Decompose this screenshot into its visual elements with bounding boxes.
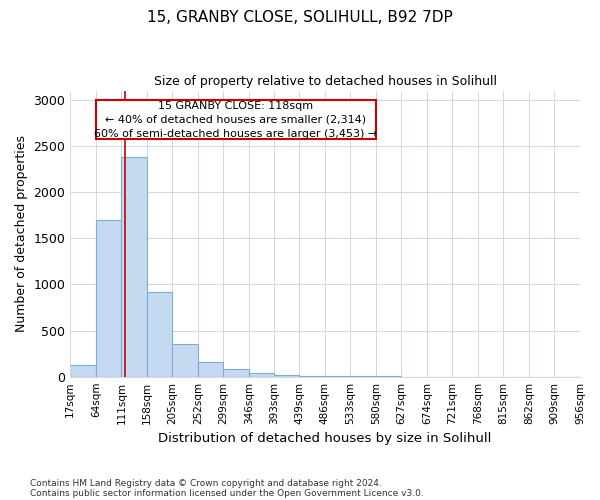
- Bar: [274, 375, 299, 376]
- Bar: [198, 362, 223, 376]
- Bar: [223, 370, 249, 376]
- Y-axis label: Number of detached properties: Number of detached properties: [15, 135, 28, 332]
- Bar: [121, 157, 147, 376]
- Bar: [147, 292, 172, 376]
- X-axis label: Distribution of detached houses by size in Solihull: Distribution of detached houses by size …: [158, 432, 492, 445]
- Bar: [249, 373, 274, 376]
- Text: 15 GRANBY CLOSE: 118sqm
← 40% of detached houses are smaller (2,314)
60% of semi: 15 GRANBY CLOSE: 118sqm ← 40% of detache…: [94, 100, 377, 138]
- Title: Size of property relative to detached houses in Solihull: Size of property relative to detached ho…: [154, 75, 497, 88]
- Text: 15, GRANBY CLOSE, SOLIHULL, B92 7DP: 15, GRANBY CLOSE, SOLIHULL, B92 7DP: [147, 10, 453, 25]
- Bar: [172, 344, 198, 376]
- Text: Contains HM Land Registry data © Crown copyright and database right 2024.: Contains HM Land Registry data © Crown c…: [30, 478, 382, 488]
- Bar: [70, 364, 96, 376]
- Text: Contains public sector information licensed under the Open Government Licence v3: Contains public sector information licen…: [30, 488, 424, 498]
- Bar: [96, 220, 121, 376]
- FancyBboxPatch shape: [96, 100, 376, 138]
